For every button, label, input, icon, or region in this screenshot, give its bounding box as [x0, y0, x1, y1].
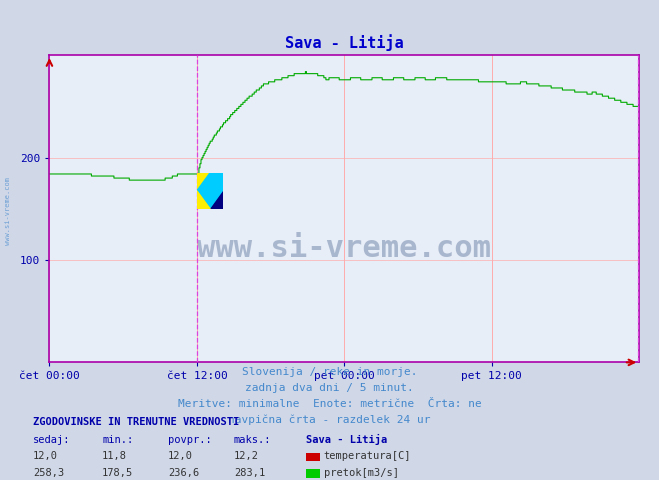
- Text: navpična črta - razdelek 24 ur: navpična črta - razdelek 24 ur: [228, 415, 431, 425]
- Text: maks.:: maks.:: [234, 435, 272, 445]
- Text: www.si-vreme.com: www.si-vreme.com: [197, 234, 492, 263]
- Text: zadnja dva dni / 5 minut.: zadnja dva dni / 5 minut.: [245, 383, 414, 393]
- Text: Slovenija / reke in morje.: Slovenija / reke in morje.: [242, 367, 417, 377]
- Text: 12,0: 12,0: [168, 451, 193, 461]
- Text: Sava - Litija: Sava - Litija: [306, 434, 387, 445]
- Text: ZGODOVINSKE IN TRENUTNE VREDNOSTI: ZGODOVINSKE IN TRENUTNE VREDNOSTI: [33, 417, 239, 427]
- Text: 236,6: 236,6: [168, 468, 199, 478]
- Text: 178,5: 178,5: [102, 468, 133, 478]
- Text: 12,2: 12,2: [234, 451, 259, 461]
- Text: pretok[m3/s]: pretok[m3/s]: [324, 468, 399, 478]
- Text: sedaj:: sedaj:: [33, 435, 71, 445]
- Text: temperatura[C]: temperatura[C]: [324, 451, 411, 461]
- Polygon shape: [210, 191, 223, 209]
- Text: www.si-vreme.com: www.si-vreme.com: [5, 177, 11, 245]
- Text: 258,3: 258,3: [33, 468, 64, 478]
- Polygon shape: [197, 191, 210, 209]
- Text: 11,8: 11,8: [102, 451, 127, 461]
- Text: Meritve: minimalne  Enote: metrične  Črta: ne: Meritve: minimalne Enote: metrične Črta:…: [178, 399, 481, 409]
- Polygon shape: [197, 173, 223, 209]
- Polygon shape: [197, 173, 210, 191]
- Text: 12,0: 12,0: [33, 451, 58, 461]
- Title: Sava - Litija: Sava - Litija: [285, 35, 404, 51]
- Text: min.:: min.:: [102, 435, 133, 445]
- Text: 283,1: 283,1: [234, 468, 265, 478]
- Text: povpr.:: povpr.:: [168, 435, 212, 445]
